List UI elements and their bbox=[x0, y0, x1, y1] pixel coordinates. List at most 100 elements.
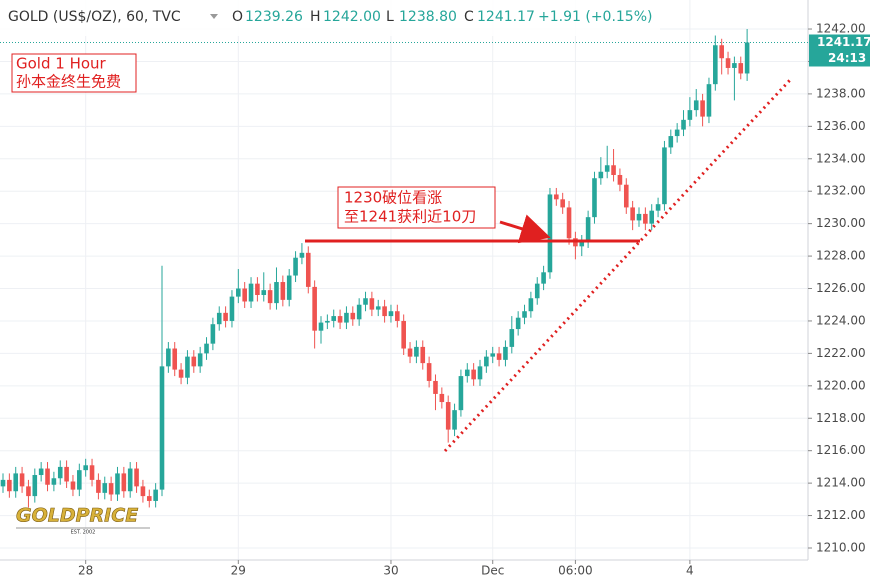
x-tick-label: 29 bbox=[231, 564, 246, 578]
candle-body bbox=[255, 283, 260, 296]
candle-body bbox=[687, 110, 693, 120]
candle-body bbox=[719, 45, 724, 59]
candle-body bbox=[83, 465, 88, 471]
candle-body bbox=[738, 63, 744, 74]
candle-body bbox=[305, 252, 311, 287]
candle-body bbox=[350, 312, 356, 320]
candle-body bbox=[744, 42, 750, 74]
candle-body bbox=[674, 129, 680, 137]
arrow bbox=[499, 214, 551, 244]
candle-body bbox=[382, 306, 387, 317]
candle-body bbox=[439, 393, 445, 403]
change: +1.91 (+0.15%) bbox=[538, 9, 652, 25]
candle-body bbox=[554, 194, 559, 200]
candle-body bbox=[662, 147, 667, 205]
candle-body bbox=[655, 204, 661, 211]
candle-body bbox=[248, 283, 254, 302]
candle-body bbox=[140, 486, 146, 497]
y-tick-label: 1228.00 bbox=[816, 249, 866, 263]
logo-sub: EST. 2002 bbox=[71, 530, 96, 536]
candle-body bbox=[64, 466, 69, 482]
candle-body bbox=[299, 252, 305, 258]
ohlc: O 1239.26 H 1242.00 L 1238.80 C 1241.17 bbox=[232, 9, 535, 25]
candle-body bbox=[630, 207, 635, 221]
ohlc-label: H bbox=[310, 9, 321, 25]
candle-body bbox=[636, 213, 642, 221]
candle-body bbox=[38, 468, 44, 476]
candle-body bbox=[503, 346, 508, 360]
candle-body bbox=[547, 194, 553, 273]
candle-body bbox=[318, 322, 324, 331]
candle-body bbox=[57, 466, 63, 479]
y-tick-label: 1226.00 bbox=[816, 281, 866, 295]
candle-body bbox=[363, 298, 368, 305]
ohlc-value: 1238.80 bbox=[399, 9, 457, 25]
candle-body bbox=[566, 207, 572, 239]
y-tick-label: 1238.00 bbox=[816, 86, 866, 100]
ohlc-label: C bbox=[464, 9, 474, 25]
candle-body bbox=[13, 473, 19, 492]
candle-body bbox=[395, 311, 400, 321]
candle-body bbox=[19, 473, 25, 487]
candle-body bbox=[592, 178, 597, 218]
candle-body bbox=[134, 468, 139, 487]
candle-body bbox=[515, 317, 521, 330]
candle-body bbox=[522, 311, 527, 318]
candle-body bbox=[713, 45, 718, 85]
logo: GOLDPRICE bbox=[16, 505, 138, 527]
candle-body bbox=[210, 324, 216, 344]
x-tick-label: 28 bbox=[78, 564, 93, 578]
candle-body bbox=[375, 306, 381, 310]
candle-body bbox=[401, 320, 406, 349]
candle-body bbox=[700, 100, 705, 117]
y-tick-label: 1218.00 bbox=[816, 411, 866, 425]
candle-body bbox=[7, 479, 12, 492]
candle-body bbox=[732, 63, 737, 68]
candle-body bbox=[611, 165, 616, 175]
candle-body bbox=[681, 119, 686, 130]
candle-body bbox=[528, 298, 534, 312]
candle-body bbox=[146, 496, 152, 501]
candle-body bbox=[668, 136, 674, 148]
candle-body bbox=[579, 241, 585, 247]
candle-body bbox=[585, 217, 591, 242]
candle-body bbox=[464, 369, 470, 377]
candle-body bbox=[236, 288, 241, 297]
ohlc-value: 1241.17 bbox=[477, 9, 535, 25]
y-tick-label: 1220.00 bbox=[816, 378, 866, 392]
y-tick-label: 1234.00 bbox=[816, 151, 866, 165]
candle-body bbox=[45, 468, 50, 485]
candle-body bbox=[312, 286, 317, 331]
y-tick-label: 1242.00 bbox=[816, 22, 866, 36]
candle-body bbox=[534, 283, 540, 299]
candle-body bbox=[286, 275, 292, 300]
dropdown[interactable] bbox=[210, 14, 218, 19]
candle-body bbox=[89, 465, 95, 480]
ohlc-label: L bbox=[386, 9, 394, 25]
candle-body bbox=[77, 470, 82, 490]
candle-body bbox=[26, 486, 31, 497]
candle-body bbox=[108, 483, 114, 495]
candle-body bbox=[159, 366, 165, 490]
candle-body bbox=[541, 272, 546, 284]
candle-body bbox=[426, 363, 432, 381]
candle-body bbox=[267, 290, 273, 304]
annotation-box bbox=[337, 186, 496, 229]
candle-body bbox=[643, 213, 648, 224]
annotation-box bbox=[11, 53, 137, 93]
candle-body bbox=[115, 473, 120, 495]
y-tick-label: 1216.00 bbox=[816, 443, 866, 457]
candle-body bbox=[414, 346, 419, 357]
candle-body bbox=[293, 257, 298, 276]
candle-body bbox=[197, 353, 203, 367]
candle-body bbox=[604, 165, 610, 172]
annotation-text: 1230破位看涨 bbox=[344, 189, 442, 207]
header-bg bbox=[0, 0, 660, 36]
candle-body bbox=[356, 304, 362, 320]
candle-body bbox=[452, 410, 457, 430]
candle-body bbox=[102, 483, 108, 493]
candle-body bbox=[693, 100, 699, 111]
candle-body bbox=[172, 348, 178, 370]
candle-body bbox=[617, 174, 623, 185]
candle-body bbox=[223, 312, 228, 321]
